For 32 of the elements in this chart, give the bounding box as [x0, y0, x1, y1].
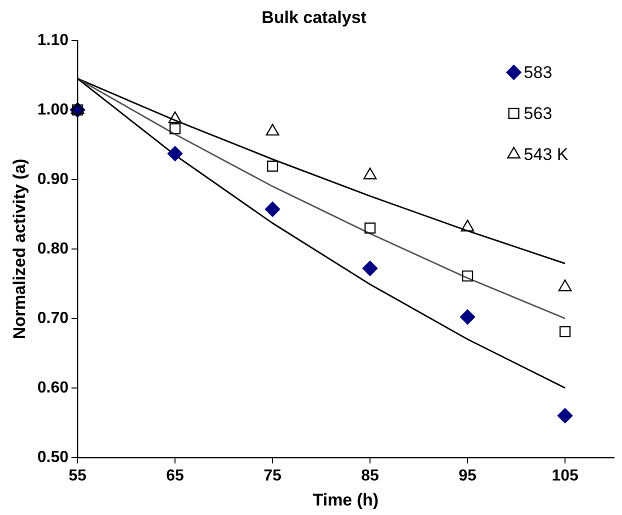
point: [560, 326, 571, 338]
point: [167, 146, 183, 162]
point: [169, 123, 181, 134]
x-tick-label: 85: [361, 467, 380, 484]
x-tick-label: 105: [552, 467, 578, 484]
point: [266, 160, 278, 172]
point: [462, 270, 474, 282]
y-tick-label: 0.80: [37, 240, 69, 258]
point: [266, 124, 280, 136]
chart-title: Bulk catalyst: [262, 8, 367, 27]
y-tick-label: 0.70: [37, 310, 69, 327]
point: [557, 408, 573, 424]
legend-label: 543 K: [524, 145, 569, 164]
y-tick-label: 1.00: [37, 101, 69, 118]
x-tick-label: 55: [68, 467, 87, 484]
point: [168, 111, 182, 124]
point: [362, 260, 378, 276]
y-axis-title: Normalized activity (a): [10, 158, 29, 340]
x-tick-label: 95: [458, 467, 477, 484]
x-tick-label: 65: [166, 467, 184, 484]
legend-label: 583: [524, 63, 552, 82]
point: [364, 222, 376, 234]
y-tick-label: 0.50: [37, 448, 69, 466]
x-tick-label: 75: [264, 467, 282, 484]
point: [264, 202, 280, 217]
point: [460, 309, 476, 325]
x-axis-title: Time (h): [312, 490, 379, 510]
y-tick-label: 1.10: [37, 32, 69, 49]
point: [363, 168, 377, 180]
y-tick-label: 0.90: [37, 170, 69, 188]
legend-label: 563: [524, 104, 552, 124]
y-tick-label: 0.60: [37, 379, 69, 396]
